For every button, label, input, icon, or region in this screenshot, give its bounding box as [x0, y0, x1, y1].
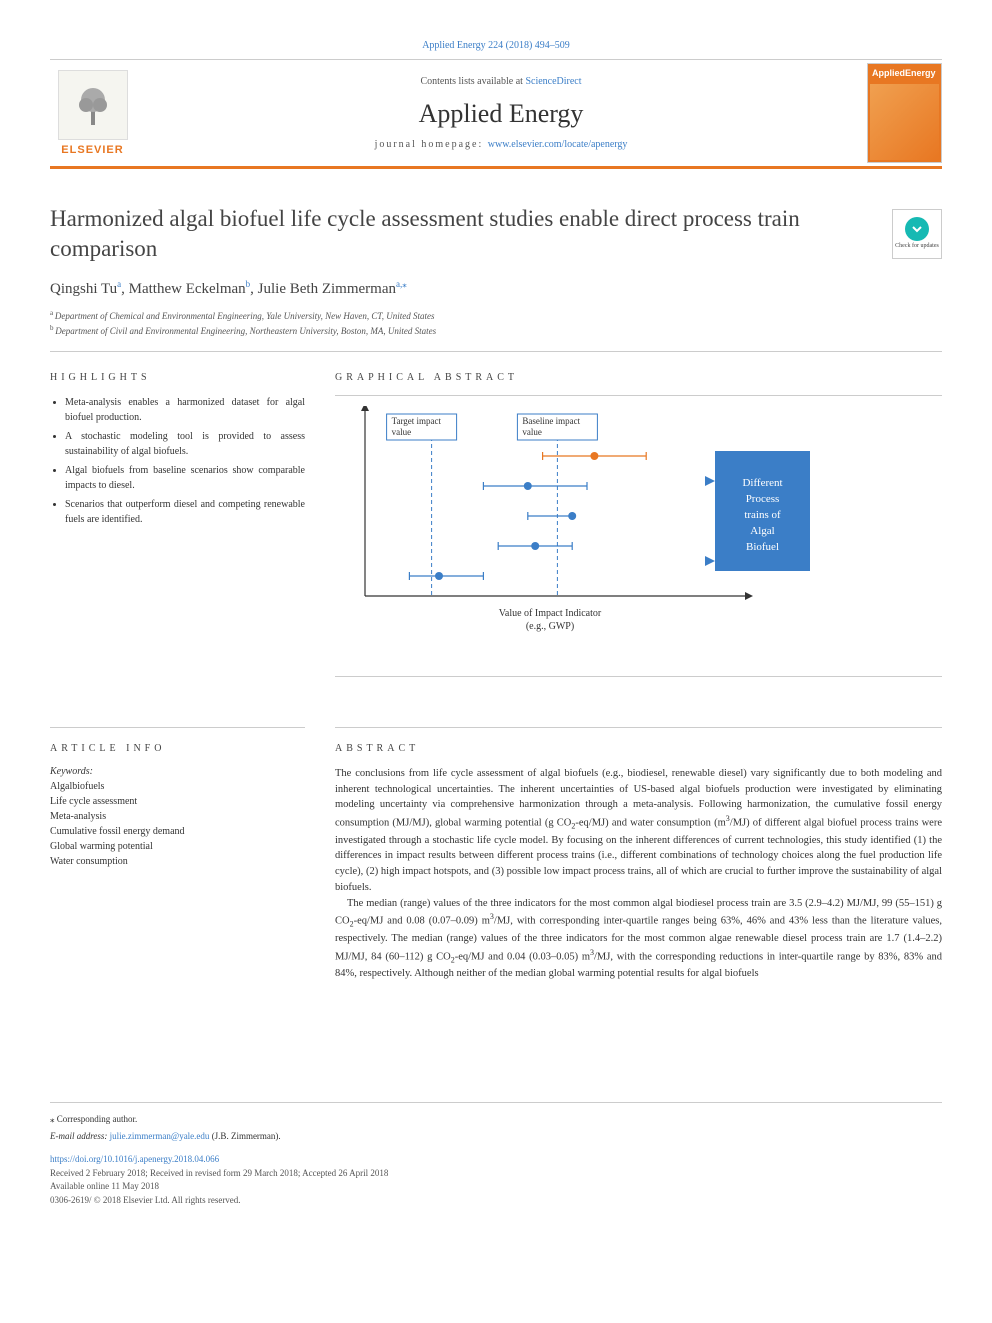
journal-name: Applied Energy: [135, 99, 867, 129]
svg-text:value: value: [522, 427, 542, 437]
author: Matthew Eckelmanb: [129, 281, 251, 297]
highlight-item: Algal biofuels from baseline scenarios s…: [65, 463, 305, 493]
author-sup: a: [117, 279, 121, 289]
email-suffix: (J.B. Zimmerman).: [209, 1131, 280, 1141]
svg-text:Value of Impact Indicator: Value of Impact Indicator: [499, 608, 602, 619]
svg-text:Baseline impact: Baseline impact: [522, 416, 580, 426]
highlight-item: Meta-analysis enables a harmonized datas…: [65, 395, 305, 425]
publisher-name: ELSEVIER: [61, 144, 123, 156]
author: Qingshi Tua: [50, 281, 121, 297]
keyword: Life cycle assessment: [50, 794, 305, 809]
sciencedirect-link[interactable]: ScienceDirect: [525, 76, 581, 87]
keyword: Cumulative fossil energy demand: [50, 824, 305, 839]
graphical-abstract-label: GRAPHICAL ABSTRACT: [335, 372, 942, 383]
cover-image: [870, 84, 939, 160]
keywords-label: Keywords:: [50, 766, 305, 777]
homepage-prefix: journal homepage:: [375, 139, 488, 150]
authors: Qingshi Tua, Matthew Eckelmanb, Julie Be…: [50, 279, 942, 298]
highlights: Meta-analysis enables a harmonized datas…: [50, 395, 305, 527]
keyword: Meta-analysis: [50, 809, 305, 824]
svg-text:value: value: [392, 427, 412, 437]
keyword: Algalbiofuels: [50, 779, 305, 794]
check-updates-badge[interactable]: Check for updates: [892, 209, 942, 259]
affiliation: a Department of Chemical and Environment…: [50, 308, 942, 324]
homepage-link[interactable]: www.elsevier.com/locate/apenergy: [488, 139, 628, 150]
abstract: ABSTRACT The conclusions from life cycle…: [335, 727, 942, 982]
cover-title: AppliedEnergy: [868, 64, 941, 82]
keyword: Water consumption: [50, 854, 305, 869]
article-info-label: ARTICLE INFO: [50, 743, 305, 754]
title-text: Harmonized algal biofuel life cycle asse…: [50, 206, 800, 261]
homepage-line: journal homepage: www.elsevier.com/locat…: [135, 139, 867, 150]
header-center: Contents lists available at ScienceDirec…: [135, 76, 867, 150]
elsevier-tree-icon: [58, 70, 128, 140]
graphical-abstract: Target impactvalueBaseline impactvalueDi…: [335, 395, 942, 677]
affiliation: b Department of Civil and Environmental …: [50, 323, 942, 339]
ga-chart: Target impactvalueBaseline impactvalueDi…: [335, 406, 942, 666]
journal-header: ELSEVIER Contents lists available at Sci…: [50, 59, 942, 169]
author-sup: a,⁎: [396, 279, 407, 289]
abstract-text: The conclusions from life cycle assessme…: [335, 766, 942, 982]
contents-line: Contents lists available at ScienceDirec…: [135, 76, 867, 87]
dates: Received 2 February 2018; Received in re…: [50, 1167, 942, 1181]
svg-text:Different: Different: [742, 477, 782, 489]
article-title: Harmonized algal biofuel life cycle asse…: [50, 204, 942, 264]
corr-marker: ⁎: [50, 1114, 55, 1124]
publisher-logo: ELSEVIER: [50, 63, 135, 163]
doi-line: https://doi.org/10.1016/j.apenergy.2018.…: [50, 1153, 942, 1167]
svg-text:(e.g., GWP): (e.g., GWP): [526, 621, 574, 632]
citation-anchor[interactable]: Applied Energy 224 (2018) 494–509: [422, 40, 570, 51]
svg-text:Algal: Algal: [750, 525, 774, 537]
abstract-paragraph: The conclusions from life cycle assessme…: [335, 766, 942, 896]
online-date: Available online 11 May 2018: [50, 1180, 942, 1194]
abstract-paragraph: The median (range) values of the three i…: [335, 896, 942, 982]
abstract-label: ABSTRACT: [335, 743, 942, 754]
citation-link: Applied Energy 224 (2018) 494–509: [50, 40, 942, 51]
author-sup: b: [246, 279, 251, 289]
crossmark-icon: [905, 217, 929, 241]
copyright: 0306-2619/ © 2018 Elsevier Ltd. All righ…: [50, 1194, 942, 1208]
keywords: AlgalbiofuelsLife cycle assessmentMeta-a…: [50, 779, 305, 869]
corresponding-author: ⁎ Corresponding author.: [50, 1113, 942, 1127]
keyword: Global warming potential: [50, 839, 305, 854]
check-updates-label: Check for updates: [895, 243, 939, 251]
highlight-item: A stochastic modeling tool is provided t…: [65, 429, 305, 459]
contents-prefix: Contents lists available at: [420, 76, 525, 87]
footer: ⁎ Corresponding author. E-mail address: …: [50, 1102, 942, 1207]
svg-text:Process: Process: [746, 493, 780, 505]
highlights-label: HIGHLIGHTS: [50, 372, 305, 383]
affiliations: a Department of Chemical and Environment…: [50, 308, 942, 352]
journal-cover: AppliedEnergy: [867, 63, 942, 163]
doi-link[interactable]: https://doi.org/10.1016/j.apenergy.2018.…: [50, 1154, 219, 1164]
author: Julie Beth Zimmermana,⁎: [258, 281, 407, 297]
corr-text: Corresponding author.: [57, 1114, 138, 1124]
svg-text:trains of: trains of: [744, 509, 781, 521]
email-link[interactable]: julie.zimmerman@yale.edu: [110, 1131, 210, 1141]
email-label: E-mail address:: [50, 1131, 110, 1141]
svg-text:Target impact: Target impact: [392, 416, 442, 426]
highlight-item: Scenarios that outperform diesel and com…: [65, 497, 305, 527]
svg-text:Biofuel: Biofuel: [746, 541, 779, 553]
article-info: ARTICLE INFO Keywords: AlgalbiofuelsLife…: [50, 727, 305, 869]
email-line: E-mail address: julie.zimmerman@yale.edu…: [50, 1130, 942, 1144]
